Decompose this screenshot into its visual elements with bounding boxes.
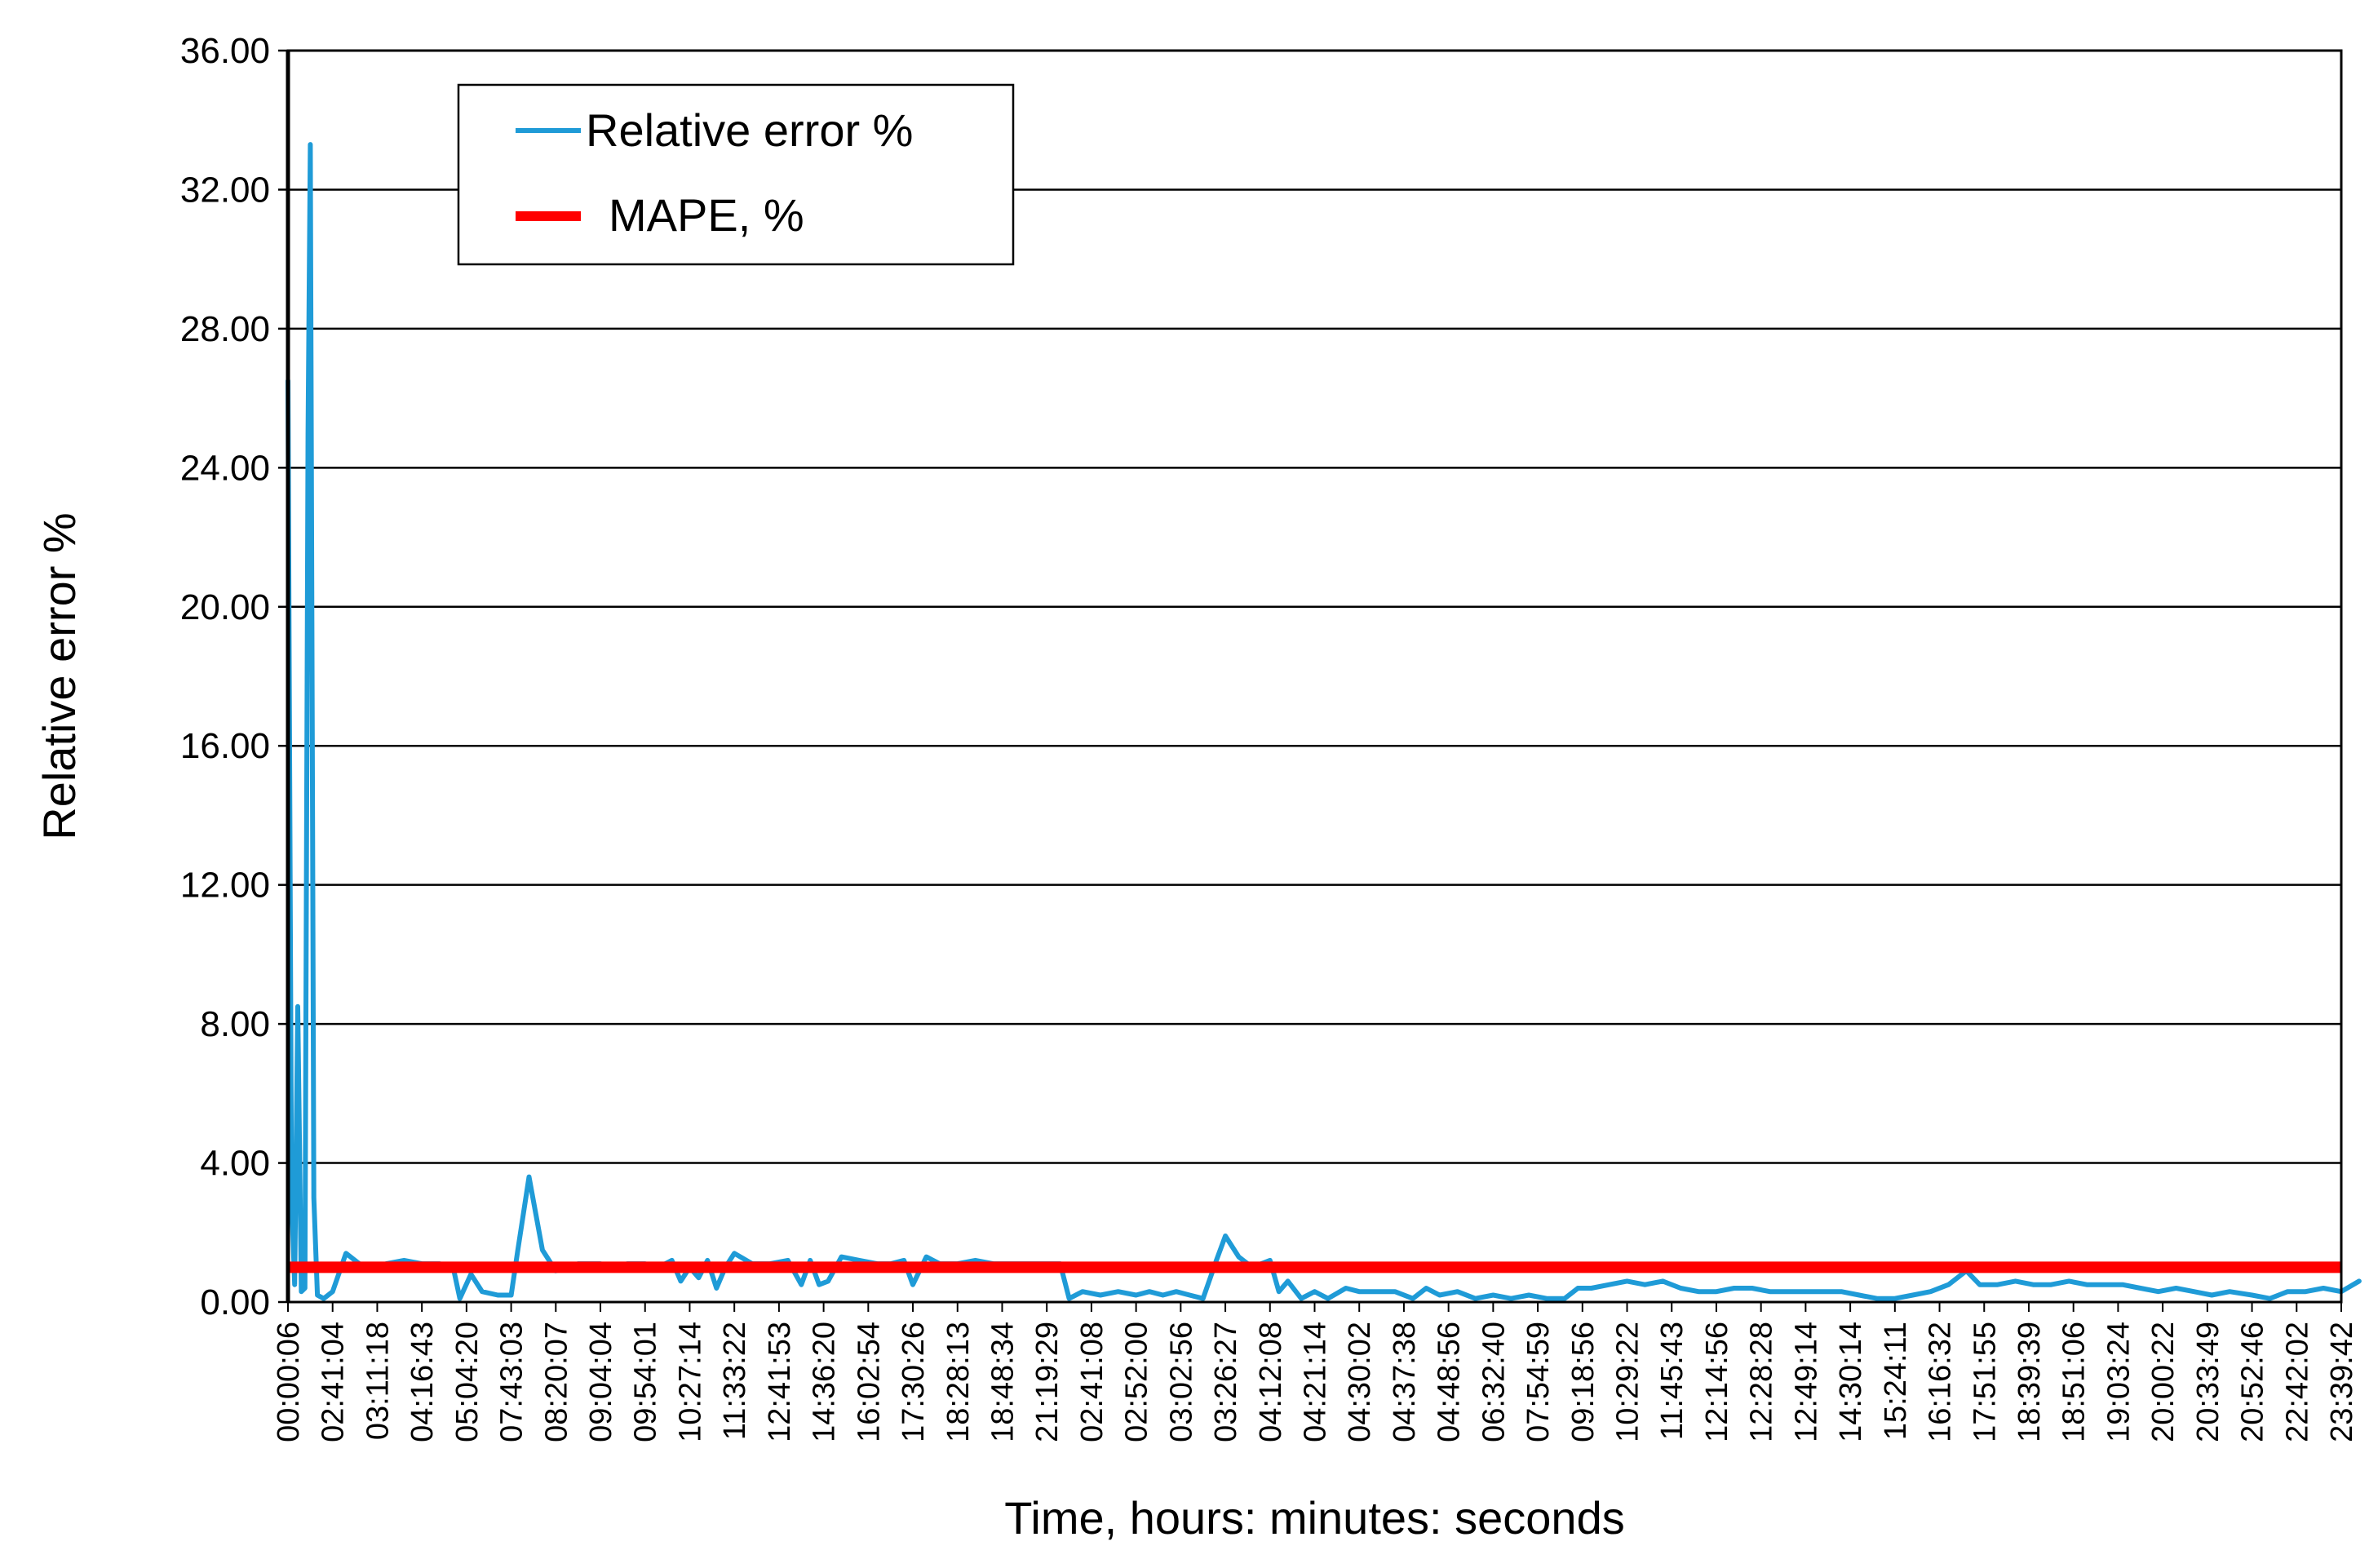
x-tick-label: 03:26:27 bbox=[1209, 1322, 1243, 1442]
x-tick-label: 07:43:03 bbox=[495, 1322, 529, 1442]
x-tick-label: 20:33:49 bbox=[2191, 1322, 2225, 1442]
x-tick-label: 20:00:22 bbox=[2146, 1322, 2181, 1442]
x-tick-label: 08:20:07 bbox=[539, 1322, 573, 1442]
x-tick-label: 02:41:04 bbox=[317, 1322, 351, 1442]
x-tick-label: 10:27:14 bbox=[673, 1322, 707, 1442]
x-tick-label: 18:39:39 bbox=[2013, 1322, 2047, 1442]
y-tick-label: 20.00 bbox=[180, 587, 270, 627]
y-tick-label: 0.00 bbox=[200, 1282, 270, 1322]
x-tick-label: 03:11:18 bbox=[361, 1322, 395, 1440]
x-tick-label: 09:18:56 bbox=[1566, 1322, 1601, 1442]
x-tick-label: 09:04:04 bbox=[584, 1322, 618, 1442]
x-tick-label: 04:37:38 bbox=[1388, 1322, 1422, 1442]
x-tick-label: 16:02:54 bbox=[852, 1322, 886, 1442]
x-tick-label: 15:24:11 bbox=[1879, 1322, 1913, 1440]
x-tick-label: 23:39:42 bbox=[2325, 1322, 2359, 1442]
x-tick-label: 03:02:56 bbox=[1164, 1322, 1198, 1442]
x-tick-label: 18:28:13 bbox=[941, 1322, 976, 1442]
y-tick-label: 12.00 bbox=[180, 866, 270, 906]
legend: Relative error % MAPE, % bbox=[457, 83, 1015, 266]
legend-box bbox=[457, 83, 1015, 266]
x-axis-title: Time, hours: minutes: seconds bbox=[1004, 1492, 1624, 1544]
x-tick-label: 17:30:26 bbox=[897, 1322, 931, 1442]
legend-label-relative-error: Relative error % bbox=[586, 104, 913, 156]
x-tick-label: 12:14:56 bbox=[1700, 1322, 1734, 1442]
x-tick-label: 21:19:29 bbox=[1030, 1322, 1065, 1442]
x-tick-label: 12:41:53 bbox=[763, 1322, 797, 1442]
x-tick-label: 10:29:22 bbox=[1611, 1322, 1645, 1442]
x-tick-label: 12:49:14 bbox=[1789, 1322, 1823, 1442]
x-tick-label: 05:04:20 bbox=[450, 1322, 485, 1442]
x-tick-label: 04:48:56 bbox=[1432, 1322, 1467, 1442]
x-tick-label: 11:45:43 bbox=[1655, 1322, 1689, 1440]
x-tick-label: 04:21:14 bbox=[1299, 1322, 1333, 1442]
x-tick-label: 04:30:02 bbox=[1343, 1322, 1377, 1442]
series-line-relative-error bbox=[286, 142, 2362, 1301]
y-tick-label: 36.00 bbox=[180, 31, 270, 71]
x-tick-label: 11:33:22 bbox=[718, 1322, 752, 1440]
y-tick-label: 32.00 bbox=[180, 170, 270, 210]
x-tick-label: 04:16:43 bbox=[405, 1322, 440, 1442]
x-tick-label: 18:51:06 bbox=[2057, 1322, 2092, 1442]
x-tick-label: 09:54:01 bbox=[629, 1322, 663, 1442]
x-tick-label: 02:41:08 bbox=[1075, 1322, 1109, 1442]
series-lines bbox=[286, 142, 2362, 1301]
x-tick-label: 16:16:32 bbox=[1924, 1322, 1958, 1442]
y-tick-label: 4.00 bbox=[200, 1144, 270, 1184]
x-tick-label: 14:30:14 bbox=[1834, 1322, 1868, 1442]
x-tick-label: 00:00:06 bbox=[272, 1322, 306, 1442]
x-tick-label: 04:12:08 bbox=[1254, 1322, 1288, 1442]
x-tick-label: 18:48:34 bbox=[985, 1322, 1020, 1442]
x-tick-label: 02:52:00 bbox=[1120, 1322, 1154, 1442]
x-tick-label: 06:32:40 bbox=[1477, 1322, 1511, 1442]
y-axis-tick-labels: 0.00 4.00 8.00 12.00 16.00 20.00 24.00 28.00 32.… bbox=[180, 31, 288, 1322]
x-tick-label: 20:52:46 bbox=[2236, 1322, 2270, 1442]
x-axis-tick-labels: 00:00:06 02:41:04 03:11:18 04:16:43 05:04:20… bbox=[272, 1302, 2359, 1442]
x-tick-label: 12:28:28 bbox=[1745, 1322, 1779, 1442]
y-tick-label: 8.00 bbox=[200, 1004, 270, 1044]
x-tick-label: 17:51:55 bbox=[1968, 1322, 2002, 1442]
y-tick-label: 24.00 bbox=[180, 448, 270, 488]
legend-label-mape: MAPE, % bbox=[609, 189, 804, 241]
x-tick-label: 22:42:02 bbox=[2280, 1322, 2314, 1442]
x-tick-label: 07:54:59 bbox=[1521, 1322, 1556, 1442]
x-tick-label: 14:36:20 bbox=[808, 1322, 842, 1442]
x-tick-label: 19:03:24 bbox=[2101, 1322, 2136, 1442]
y-tick-label: 16.00 bbox=[180, 726, 270, 766]
y-tick-label: 28.00 bbox=[180, 309, 270, 349]
y-axis-title: Relative error % bbox=[33, 512, 85, 839]
